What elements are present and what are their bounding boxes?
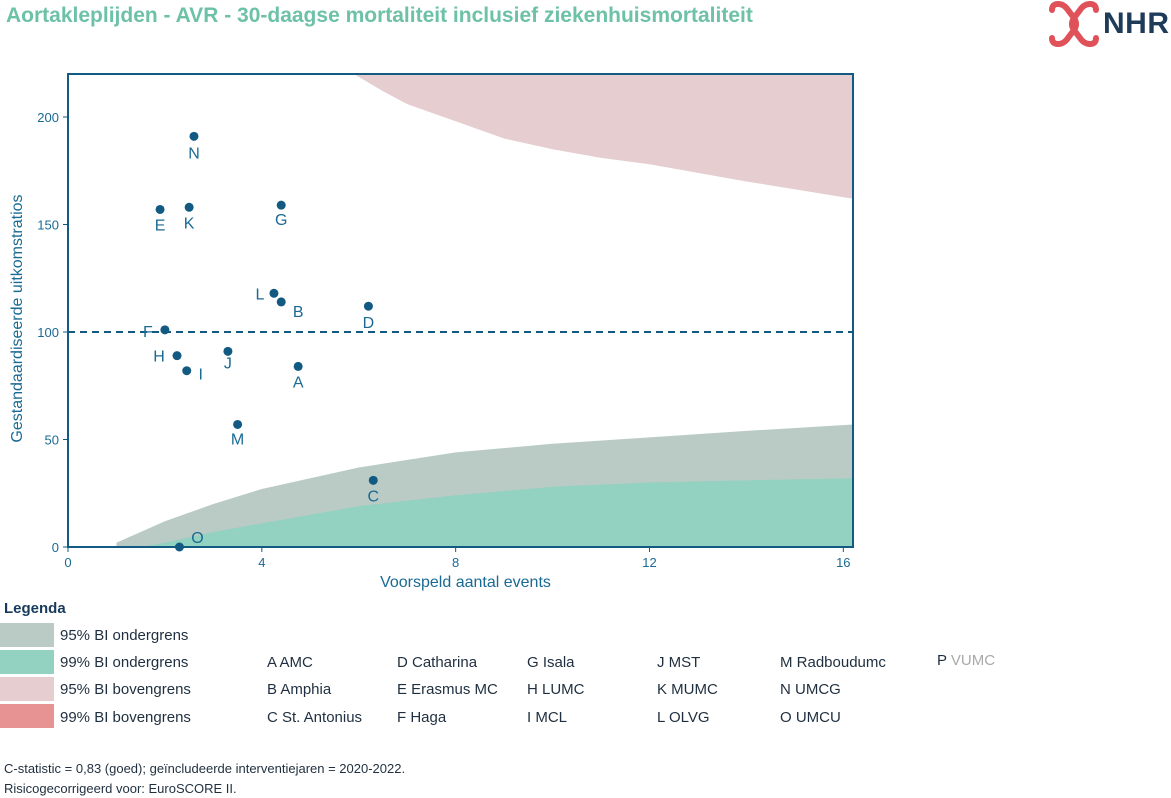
data-point-k [184,202,194,212]
nhr-logo-text: NHR [1103,7,1170,40]
data-point-d [363,301,373,311]
data-label-n: N [188,145,200,162]
hospital-d: D Catharina [397,654,478,671]
data-label-e: E [155,217,166,234]
nhr-cross-icon [1049,0,1099,48]
page-title: Aortakleplijden - AVR - 30-daagse mortal… [6,4,753,27]
hospital-j: J MST [657,654,701,671]
data-label-j: J [224,355,232,372]
data-point-g [276,200,286,210]
band-99-lower [140,478,853,547]
data-label-b: B [293,304,304,321]
scatter-chart: 0 4 8 12 16 0 50 100 150 200 Voorspeld aantal even… [9,73,854,591]
hospital-l: L OLVG [657,709,710,726]
data-point-h [172,351,182,361]
hospital-k: K MUMC [657,681,718,698]
legend-swatch-95-upper [0,677,54,701]
hospital-n: N UMCG [780,681,841,698]
data-point-b [276,297,286,307]
hospital-f: F Haga [397,709,447,726]
y-tick-label: 200 [37,110,59,125]
data-label-o: O [191,530,203,547]
hospital-o: O UMCU [780,709,841,726]
hospital-p-letter: P [937,652,947,669]
data-label-c: C [367,488,379,505]
hospital-h: H LUMC [527,681,585,698]
hospital-c: C St. Antonius [267,709,363,726]
band-95-upper [353,74,853,199]
hospital-a: A AMC [267,654,313,671]
data-point-i [182,366,192,376]
footer-risk-adjustment: Risicogecorrigeerd voor: EuroSCORE II. [4,781,237,796]
data-label-i: I [198,367,202,384]
x-tick-label: 16 [836,555,850,570]
x-tick-label: 8 [452,555,459,570]
legend-label-99-lower: 99% BI ondergrens [60,654,189,671]
x-tick-label: 0 [64,555,71,570]
legend-swatch-99-lower [0,650,54,674]
data-point-c [368,475,378,485]
hospital-g: G Isala [527,654,575,671]
data-point-o [174,542,184,552]
data-label-d: D [363,315,375,332]
data-point-l [269,288,279,298]
hospital-b: B Amphia [267,681,332,698]
data-label-f: F [143,324,153,341]
data-point-e [155,204,165,214]
legend-swatch-99-upper [0,704,54,728]
hospital-p: P VUMC [937,652,995,669]
data-point-m [233,419,243,429]
data-point-n [189,131,199,141]
legend-label-95-upper: 95% BI bovengrens [60,681,191,698]
legend-label-99-upper: 99% BI bovengrens [60,709,191,726]
data-label-l: L [255,286,264,303]
data-label-a: A [293,374,304,391]
x-axis-label: Voorspeld aantal events [380,574,551,591]
data-label-m: M [231,431,244,448]
data-label-g: G [275,212,287,229]
hospital-e: E Erasmus MC [397,681,498,698]
data-point-j [223,346,233,356]
y-tick-label: 100 [37,325,59,340]
hospital-m: M Radboudumc [780,654,886,671]
x-tick-label: 4 [258,555,265,570]
data-label-k: K [184,215,195,232]
y-tick-label: 50 [45,433,59,448]
hospital-i: I MCL [527,709,568,726]
legend-swatch-95-lower [0,623,54,647]
y-tick-label: 150 [37,218,59,233]
data-point-f [160,325,170,335]
legend-title: Legenda [4,600,66,617]
y-axis-label: Gestandaardiseerde uitkomstratios [9,194,26,442]
legend-label-95-lower: 95% BI ondergrens [60,627,189,644]
footer-cstatistic: C-statistic = 0,83 (goed); geïncludeerde… [4,761,406,776]
data-point-a [293,361,303,371]
y-tick-label: 0 [52,540,59,555]
data-label-h: H [153,349,165,366]
x-tick-label: 12 [642,555,656,570]
plot-frame [67,73,854,548]
hospital-p-name: VUMC [950,652,996,669]
